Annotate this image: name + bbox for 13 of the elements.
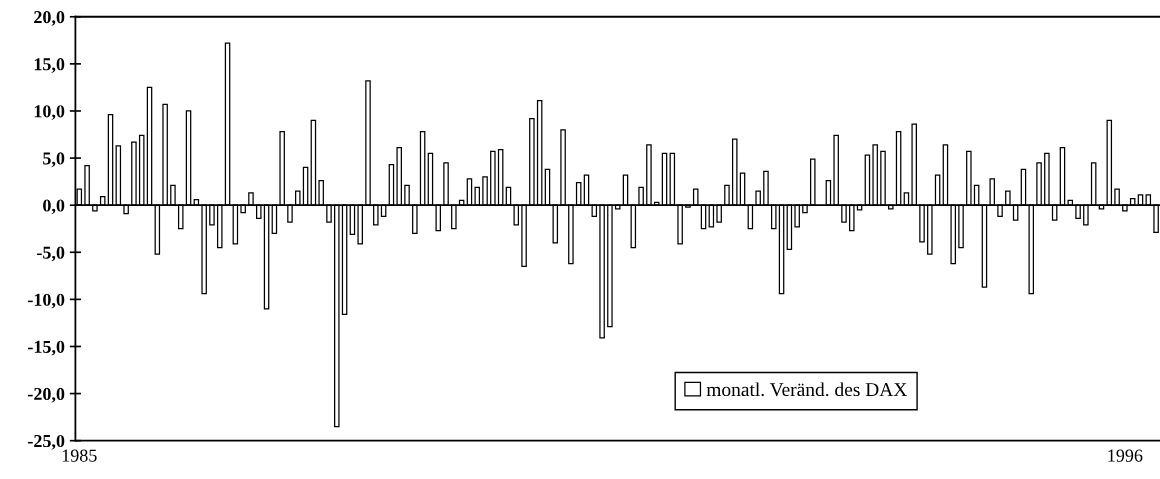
x-tick-label: 1996: [1108, 449, 1143, 462]
y-tick-label: -25,0: [28, 434, 65, 450]
y-tick-label: -20,0: [28, 387, 65, 403]
y-tick-label: -10,0: [28, 293, 65, 309]
x-tick-label: 1985: [62, 449, 97, 462]
y-tick-label: 5,0: [43, 152, 65, 168]
legend-label: monatl. Veränd. des DAX: [706, 382, 908, 397]
y-tick-label: 10,0: [34, 105, 65, 121]
y-tick-label: -15,0: [28, 340, 65, 356]
y-tick-label: 15,0: [34, 58, 65, 73]
y-tick-label: 0,0: [43, 199, 65, 215]
y-tick-label: 20,0: [34, 11, 65, 26]
y-tick-label: -5,0: [37, 246, 65, 262]
